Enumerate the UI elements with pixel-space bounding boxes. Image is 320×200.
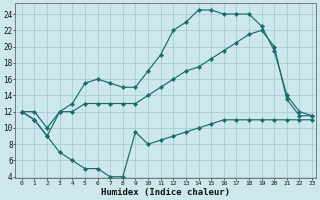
- X-axis label: Humidex (Indice chaleur): Humidex (Indice chaleur): [101, 188, 230, 197]
